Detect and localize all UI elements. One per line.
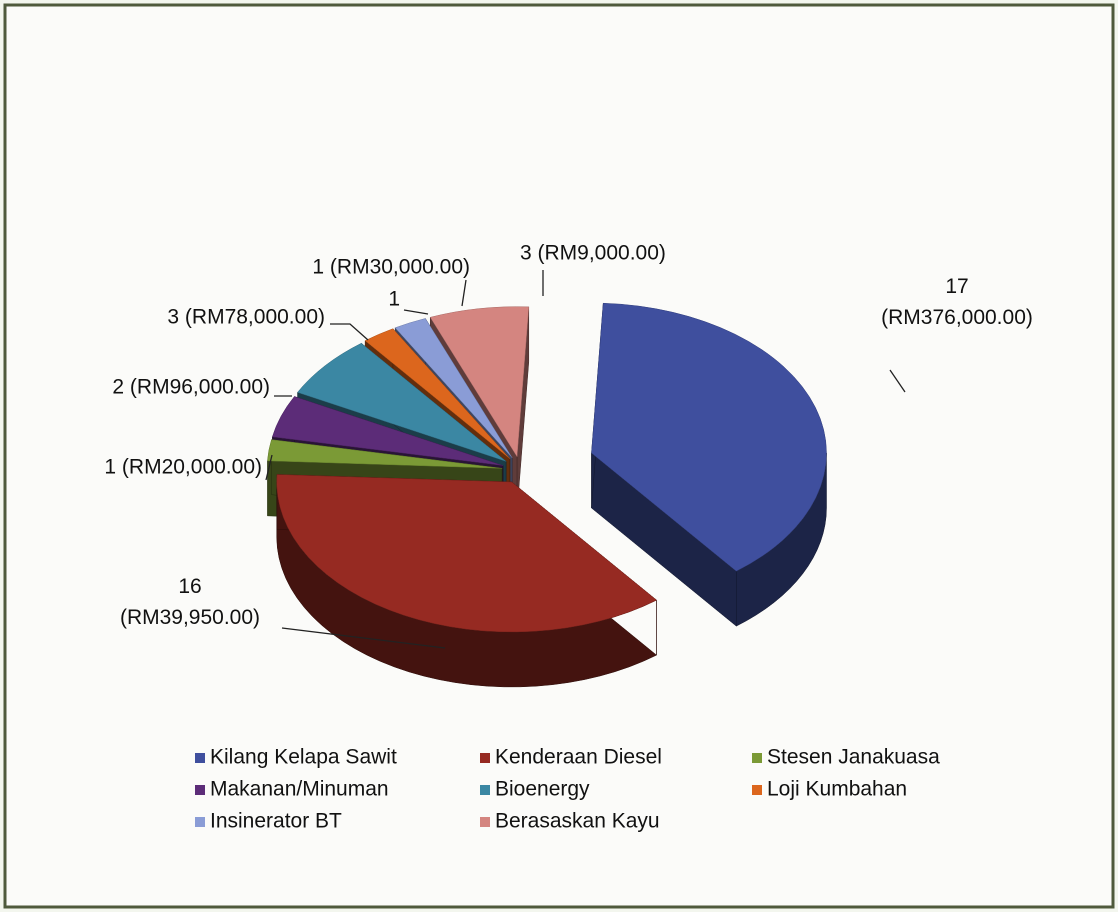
legend-swatch	[752, 753, 762, 763]
pie-slice	[267, 439, 503, 469]
pie-slice	[364, 328, 511, 459]
leader-line	[461, 279, 467, 307]
data-label: 1 (RM30,000.00)	[312, 256, 470, 279]
legend-swatch	[195, 785, 205, 795]
data-label: 3 (RM9,000.00)	[520, 242, 666, 265]
pie: 17 (RM376,000.00) 16 (RM39,950.00) 1 (RM20,0…	[104, 242, 1033, 688]
leader-line	[330, 323, 369, 341]
pie-slice	[429, 306, 530, 458]
legend-label: Makanan/Minuman	[210, 778, 389, 801]
chart-frame	[3, 3, 1115, 909]
data-label: 2 (RM96,000.00)	[112, 376, 270, 399]
legend-swatch	[752, 785, 762, 795]
pie-slice	[276, 474, 657, 633]
legend-label: Kenderaan Diesel	[495, 746, 662, 769]
pie-slice	[297, 342, 507, 462]
data-label: 3 (RM78,000.00)	[167, 306, 325, 329]
leader-line	[281, 627, 446, 649]
leader-line	[889, 369, 906, 393]
legend-label: Berasaskan Kayu	[495, 810, 660, 833]
data-label: 1 (RM20,000.00)	[104, 456, 262, 479]
pie-slice	[394, 318, 513, 459]
leader-line	[265, 454, 273, 481]
data-label: 1	[388, 288, 400, 311]
legend-label: Loji Kumbahan	[767, 778, 907, 801]
legend-swatch	[195, 817, 205, 827]
data-label: 16 (RM39,950.00)	[120, 575, 260, 629]
legend-swatch	[480, 817, 490, 827]
legend-label: Stesen Janakuasa	[767, 746, 940, 769]
pie-slice	[591, 302, 827, 572]
legend-label: Kilang Kelapa Sawit	[210, 746, 397, 769]
legend-swatch	[480, 785, 490, 795]
legend-swatch	[480, 753, 490, 763]
legend-swatch	[195, 753, 205, 763]
legend-label: Bioenergy	[495, 778, 590, 801]
leader-line	[403, 309, 429, 315]
pie-slice	[272, 396, 504, 466]
legend-label: Insinerator BT	[210, 810, 342, 833]
data-label: 17 (RM376,000.00)	[881, 275, 1033, 329]
